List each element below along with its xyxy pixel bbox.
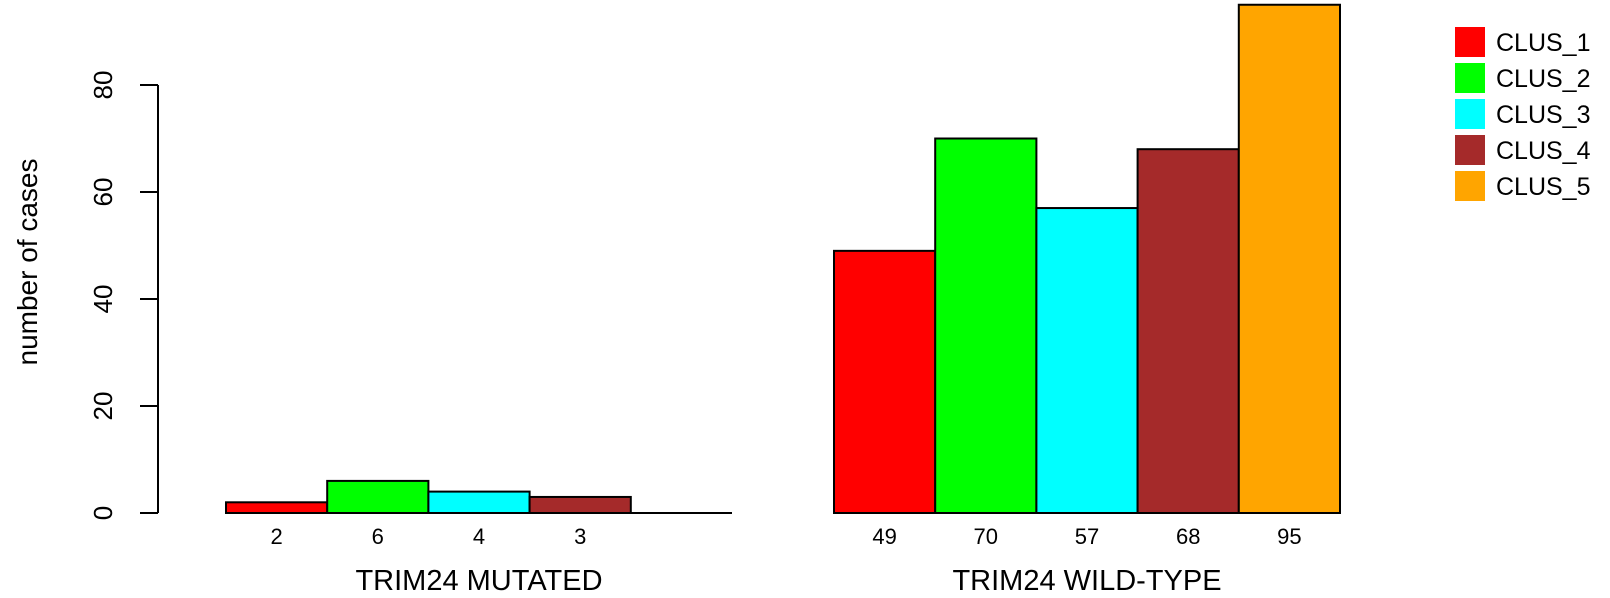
bar-count-label: 57	[1075, 524, 1099, 549]
bar	[1136, 148, 1240, 514]
legend-swatch	[1455, 171, 1485, 201]
bar-count-label: 4	[473, 524, 485, 549]
y-tick-label: 20	[88, 392, 118, 421]
legend-swatch	[1455, 63, 1485, 93]
bar-count-label: 70	[974, 524, 998, 549]
bar	[225, 501, 329, 514]
legend: CLUS_1 CLUS_2 CLUS_3 CLUS_4 CLUS_5	[1455, 27, 1591, 201]
legend-label: CLUS_2	[1496, 65, 1591, 93]
bar	[1237, 3, 1342, 514]
legend-item: CLUS_5	[1455, 171, 1591, 201]
bar	[833, 249, 937, 514]
bar	[934, 137, 1038, 514]
bar	[326, 479, 430, 514]
bar	[528, 495, 632, 515]
bar-count-label: 2	[270, 524, 282, 549]
bar-group: 49 70 57 68 95 TRIM24 WILD-TYPE	[833, 3, 1342, 597]
legend-swatch	[1455, 27, 1485, 57]
legend-swatch	[1455, 99, 1485, 129]
legend-label: CLUS_5	[1496, 173, 1591, 201]
legend-label: CLUS_4	[1496, 137, 1591, 165]
bar-count-label: 68	[1176, 524, 1200, 549]
legend-item: CLUS_1	[1455, 27, 1591, 57]
y-tick-label: 40	[88, 285, 118, 314]
legend-item: CLUS_2	[1455, 63, 1591, 93]
legend-item: CLUS_4	[1455, 135, 1591, 165]
bar-count-label: 95	[1277, 524, 1301, 549]
bar-count-label: 3	[574, 524, 586, 549]
group-label: TRIM24 WILD-TYPE	[952, 565, 1221, 597]
y-tick-label: 80	[88, 71, 118, 100]
y-axis-title: number of cases	[12, 159, 43, 366]
legend-item: CLUS_3	[1455, 99, 1591, 129]
bar	[1035, 207, 1139, 515]
legend-label: CLUS_3	[1496, 101, 1591, 129]
y-axis: 0 20 40 60 80	[88, 71, 159, 520]
y-tick-label: 60	[88, 178, 118, 207]
bar-count-label: 6	[372, 524, 384, 549]
bar-group: 2 6 4 3 TRIM24 MUTATED	[225, 479, 732, 597]
y-tick-label: 0	[88, 506, 118, 520]
group-label: TRIM24 MUTATED	[355, 565, 602, 597]
legend-swatch	[1455, 135, 1485, 165]
bar-count-label: 49	[872, 524, 896, 549]
bar	[427, 490, 531, 515]
bars: 2 6 4 3 TRIM24 MUTATED 49 70 57 68 95 TRIM24 WILD-…	[225, 3, 1342, 597]
legend-label: CLUS_1	[1496, 29, 1591, 57]
